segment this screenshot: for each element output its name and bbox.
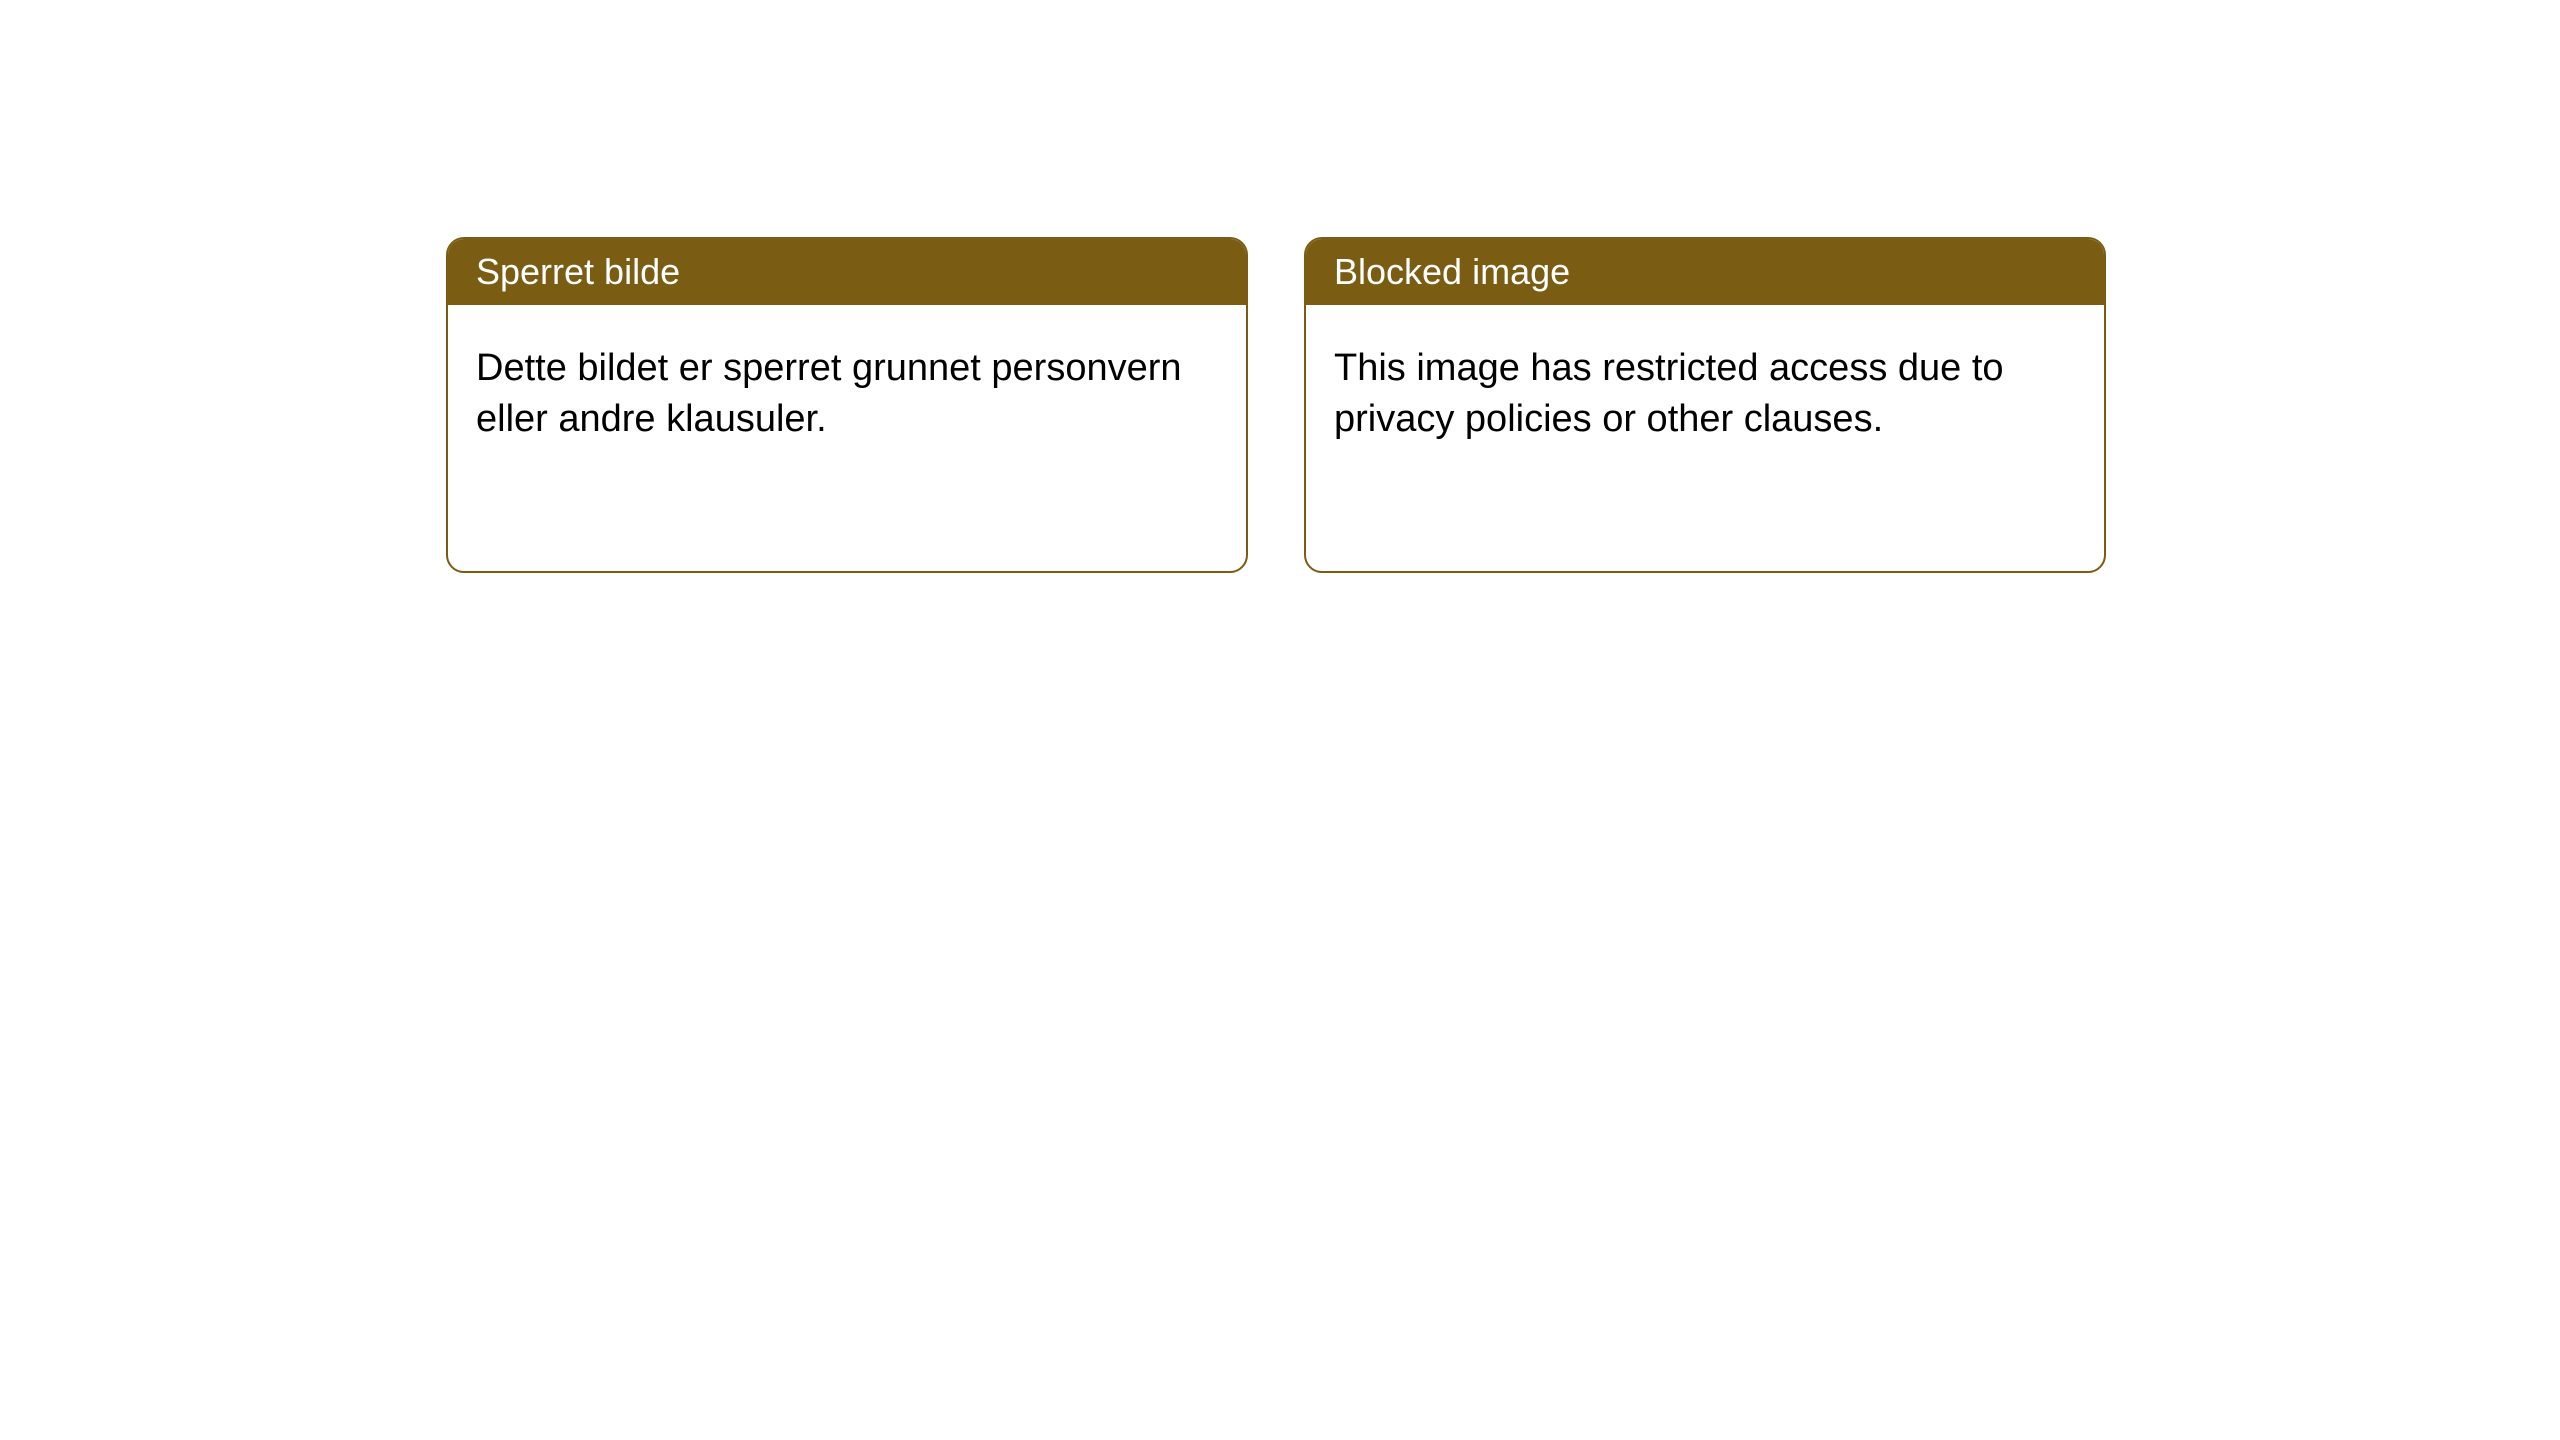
notice-message: This image has restricted access due to … xyxy=(1334,347,2004,440)
notice-title: Blocked image xyxy=(1334,251,1570,292)
notice-panel-norwegian: Sperret bilde Dette bildet er sperret gr… xyxy=(446,237,1248,573)
notice-panel-english: Blocked image This image has restricted … xyxy=(1304,237,2106,573)
notice-header: Sperret bilde xyxy=(448,239,1246,305)
notice-container: Sperret bilde Dette bildet er sperret gr… xyxy=(0,0,2560,573)
notice-title: Sperret bilde xyxy=(476,251,680,292)
notice-header: Blocked image xyxy=(1306,239,2104,305)
notice-body: Dette bildet er sperret grunnet personve… xyxy=(448,305,1246,483)
notice-body: This image has restricted access due to … xyxy=(1306,305,2104,483)
notice-message: Dette bildet er sperret grunnet personve… xyxy=(476,347,1182,440)
